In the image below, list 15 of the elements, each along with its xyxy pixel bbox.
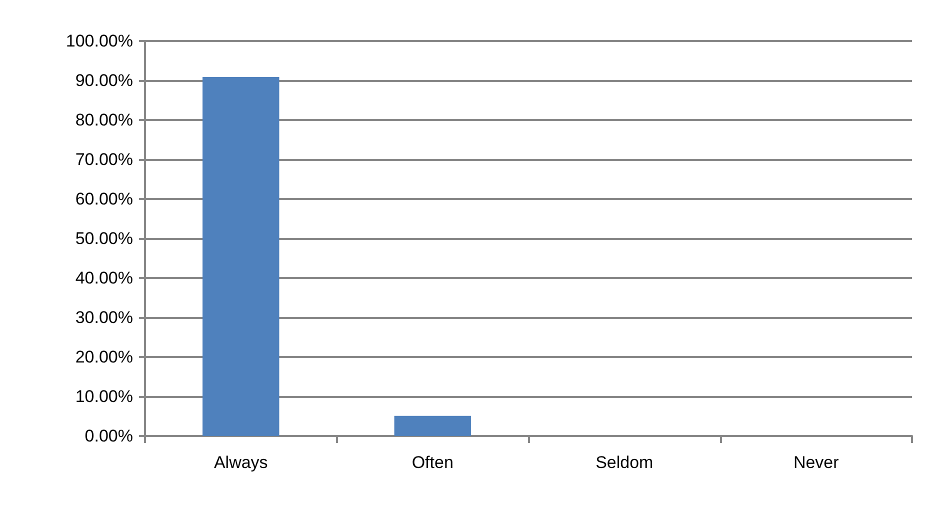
x-tick-label: Seldom	[596, 453, 654, 472]
x-tick-label: Never	[793, 453, 840, 472]
y-tick-label: 100.00%	[66, 32, 133, 50]
y-tick-label: 90.00%	[75, 71, 133, 90]
y-tick-label: 20.00%	[75, 348, 133, 366]
y-tick-label: 40.00%	[75, 268, 133, 288]
y-tick-label: 60.00%	[75, 190, 133, 208]
y-tick-label: 50.00%	[75, 229, 133, 248]
y-tick-label: 30.00%	[75, 308, 133, 327]
y-tick-label: 70.00%	[75, 150, 133, 169]
y-tick-label: 0.00%	[84, 426, 133, 446]
x-tick-label: Often	[412, 453, 454, 472]
y-tick-label: 80.00%	[75, 110, 133, 130]
x-tick-label: Always	[214, 453, 268, 472]
y-tick-label: 10.00%	[75, 387, 133, 406]
